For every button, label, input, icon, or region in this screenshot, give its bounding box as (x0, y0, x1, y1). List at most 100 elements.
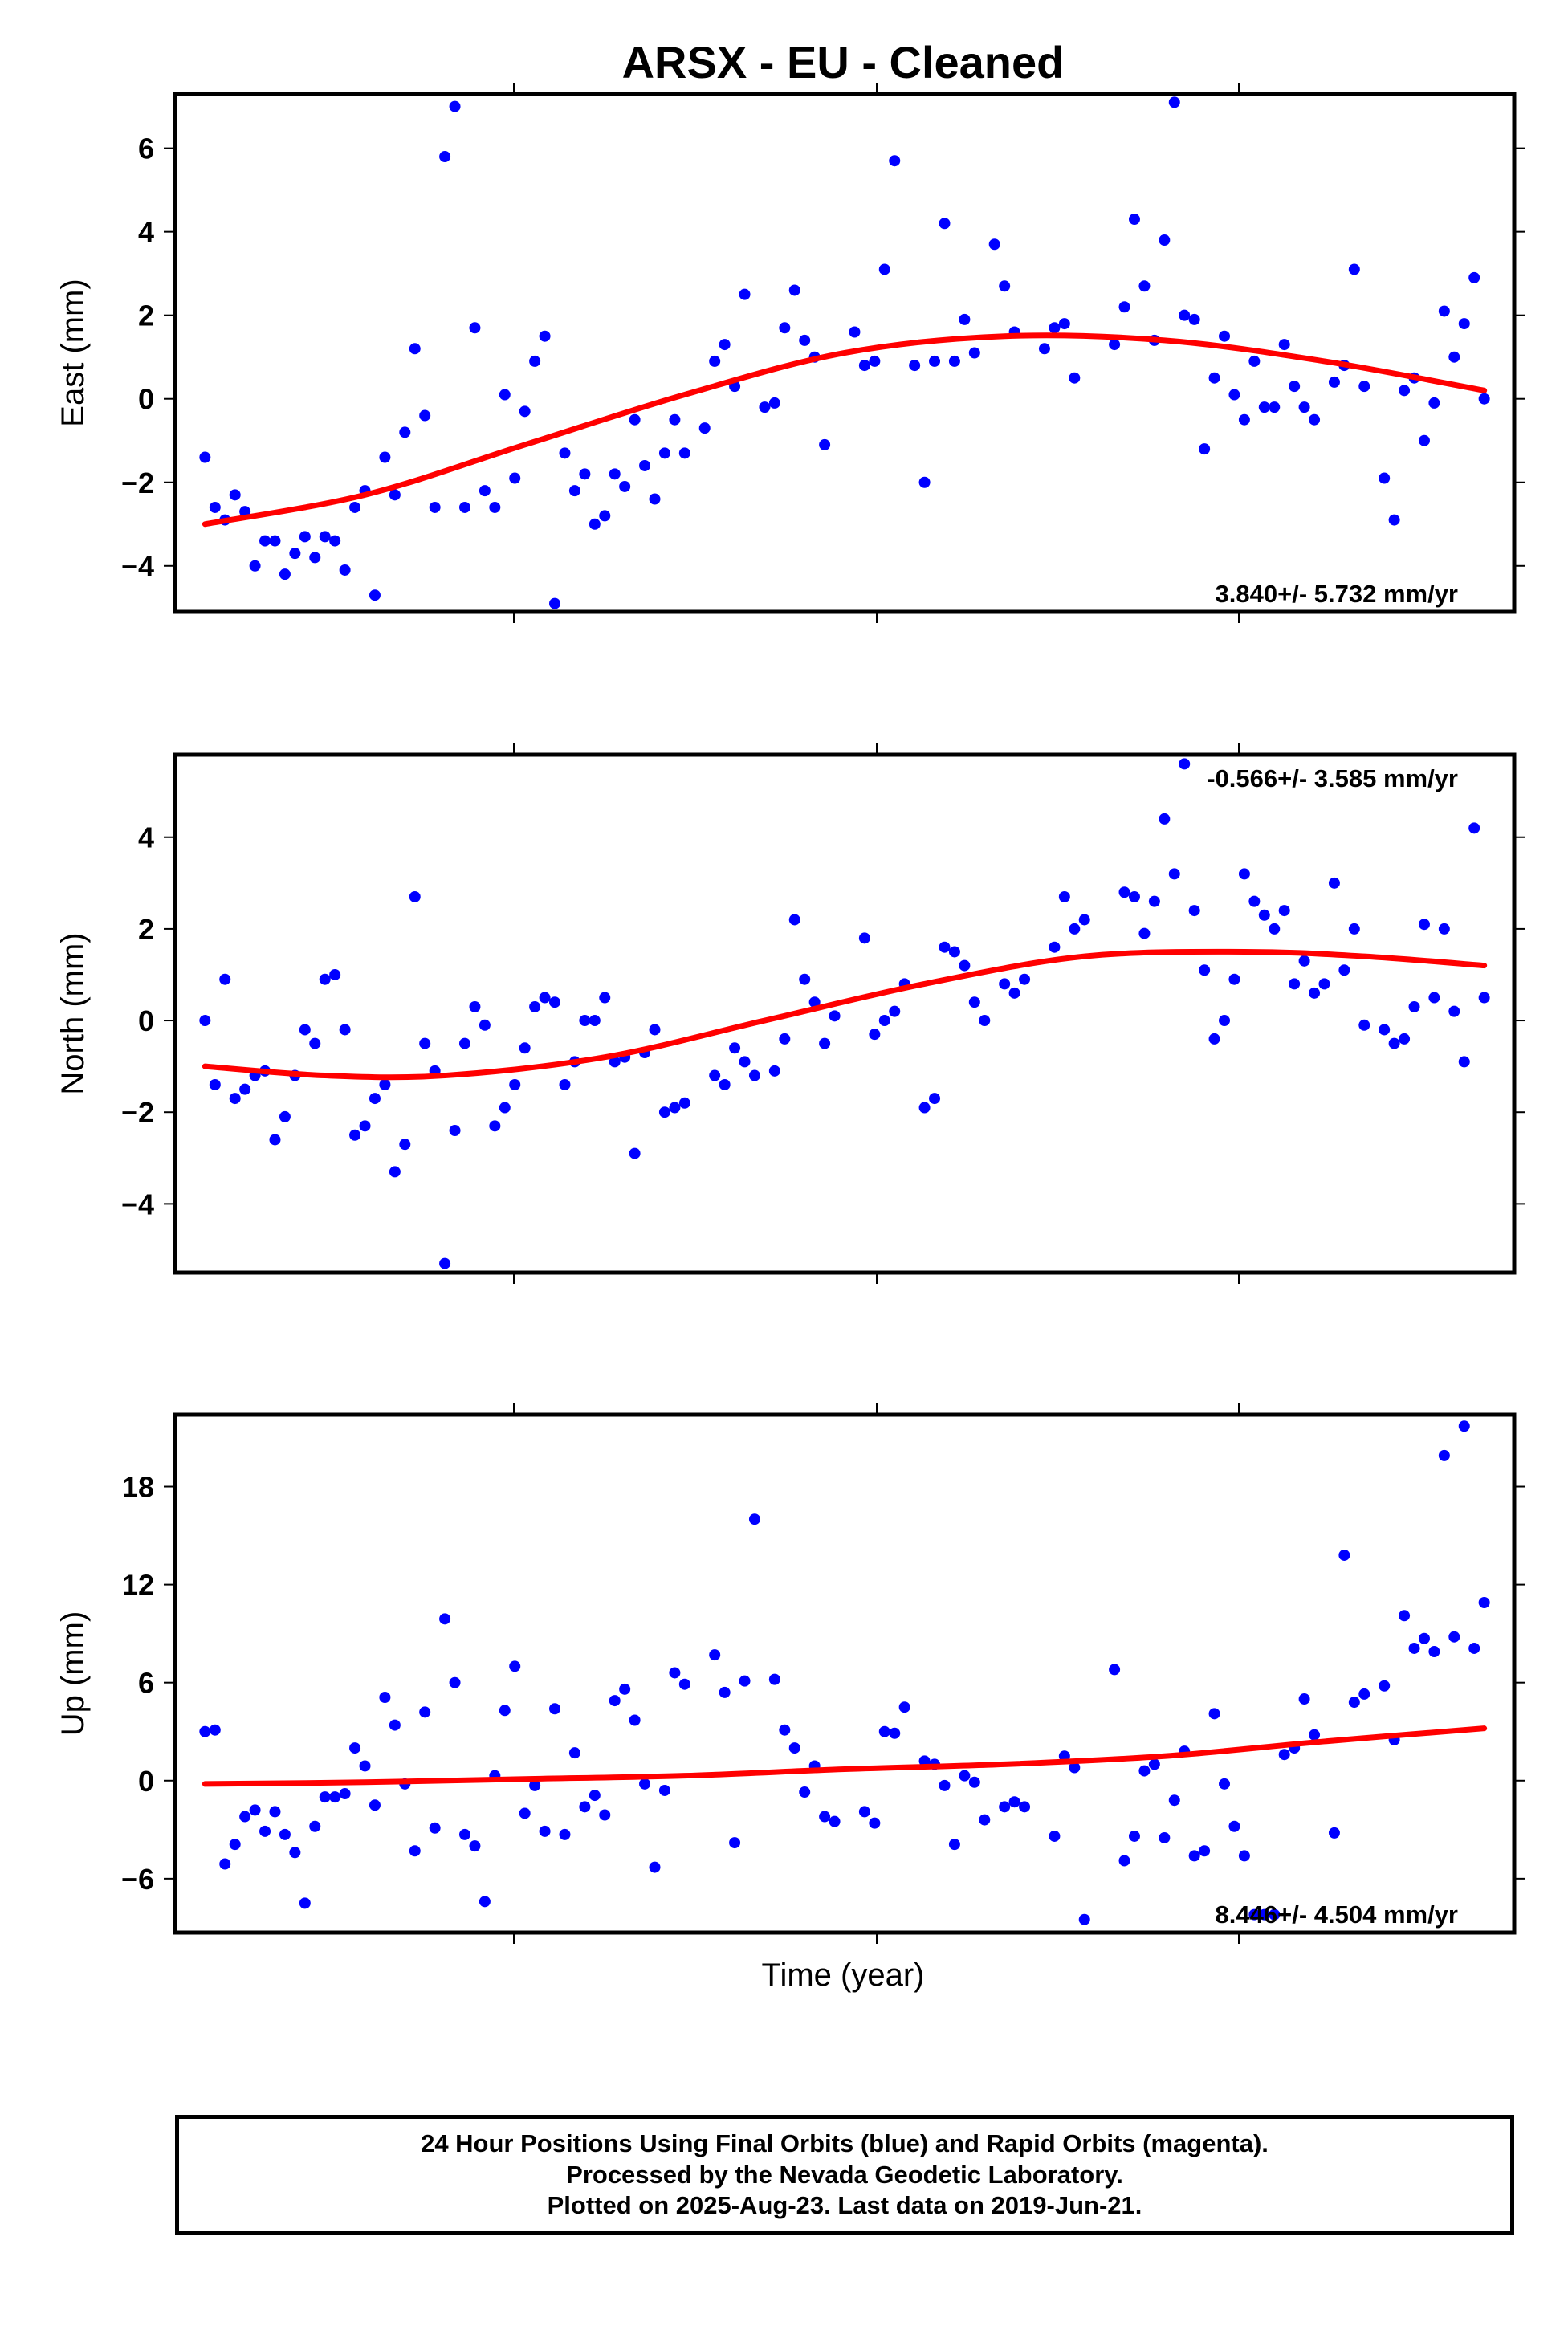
y-tick-label: 4 (138, 821, 154, 854)
data-point (519, 1042, 531, 1054)
data-point (1069, 372, 1081, 384)
data-point (639, 459, 651, 471)
data-point (1438, 305, 1450, 317)
data-point (1188, 905, 1200, 917)
data-point (439, 151, 451, 163)
data-point (1118, 886, 1130, 898)
data-point (1399, 1033, 1411, 1045)
data-point (509, 472, 521, 484)
data-point (1358, 1688, 1370, 1700)
data-point (1289, 381, 1301, 393)
data-point (939, 941, 951, 953)
data-point (1128, 1830, 1140, 1842)
data-point (729, 1042, 741, 1054)
footer-line-plotted: Plotted on 2025-Aug-23. Last data on 201… (547, 2191, 1142, 2220)
data-point (1348, 923, 1360, 935)
data-point (968, 347, 980, 359)
fit-curve (202, 948, 1488, 1081)
data-point (929, 1093, 941, 1105)
data-point (719, 339, 731, 351)
data-point (878, 263, 890, 275)
data-point (1388, 514, 1400, 526)
data-point (869, 355, 881, 367)
data-point (1289, 978, 1301, 990)
data-point (968, 996, 980, 1008)
data-point (619, 480, 631, 492)
data-point (918, 1755, 931, 1767)
data-point (559, 447, 571, 459)
data-point (519, 1807, 531, 1819)
data-point (748, 1069, 760, 1081)
data-point (819, 1037, 831, 1049)
rate-label: -0.566+/- 3.585 mm/yr (1207, 764, 1458, 792)
data-point (499, 1705, 511, 1717)
data-point (269, 1806, 281, 1818)
data-point (269, 535, 281, 547)
data-point (979, 1814, 991, 1826)
data-point (1328, 376, 1340, 388)
data-point (968, 1776, 980, 1788)
data-point (1478, 393, 1490, 405)
data-point (499, 389, 511, 401)
data-point (309, 552, 321, 564)
data-point (1258, 1908, 1270, 1921)
y-tick-label: −2 (121, 466, 154, 499)
data-point (599, 1809, 611, 1821)
data-point (1159, 813, 1171, 825)
data-point (589, 1790, 601, 1802)
data-point (1248, 895, 1261, 907)
data-point (959, 1770, 971, 1782)
data-point (1309, 987, 1321, 999)
data-point (1199, 443, 1211, 455)
footer-line-processed: Processed by the Nevada Geodetic Laborat… (566, 2160, 1123, 2189)
data-point (1228, 973, 1240, 985)
data-point (1179, 758, 1191, 770)
data-point (1379, 1680, 1391, 1692)
data-point (1468, 1642, 1480, 1654)
data-point (858, 360, 870, 372)
data-point (529, 1000, 541, 1012)
data-point (489, 501, 501, 513)
data-point (1269, 923, 1281, 935)
data-point (1238, 413, 1250, 426)
data-point (1348, 1697, 1360, 1709)
data-point (1049, 322, 1061, 334)
data-point (549, 996, 561, 1008)
data-point (549, 597, 561, 609)
data-point (739, 288, 751, 300)
data-point (1448, 1631, 1460, 1643)
data-point (1228, 1820, 1240, 1832)
y-axis-label: North (mm) (55, 932, 91, 1094)
y-axis-label: East (mm) (55, 279, 91, 426)
data-point (1188, 1850, 1200, 1862)
data-point (1058, 890, 1070, 902)
data-point (379, 1692, 391, 1704)
data-point (339, 564, 351, 576)
data-point (219, 1858, 231, 1870)
data-point (1168, 868, 1180, 880)
data-point (1309, 413, 1321, 426)
data-point (1379, 472, 1391, 484)
data-point (509, 1660, 521, 1672)
panel-frame (173, 1412, 1517, 1935)
data-point (1248, 1908, 1261, 1921)
data-point (519, 405, 531, 418)
y-tick-label: −4 (121, 1187, 154, 1220)
data-point (369, 1799, 381, 1811)
data-point (1298, 401, 1310, 413)
data-point (529, 1779, 541, 1791)
data-point (389, 1166, 401, 1178)
data-point (289, 1847, 301, 1859)
data-point (1208, 1708, 1220, 1720)
data-point (979, 1015, 991, 1027)
data-point (649, 1861, 661, 1873)
y-tick-label: 4 (138, 216, 154, 249)
data-point (409, 343, 421, 355)
panel-frame (173, 92, 1517, 614)
footer-line-orbits: 24 Hour Positions Using Final Orbits (bl… (421, 2128, 1269, 2157)
data-point (629, 1147, 641, 1159)
chart-title: ARSX - EU - Cleaned (622, 37, 1065, 88)
data-point (589, 518, 601, 530)
data-point (1138, 927, 1151, 939)
data-point (319, 1791, 331, 1803)
